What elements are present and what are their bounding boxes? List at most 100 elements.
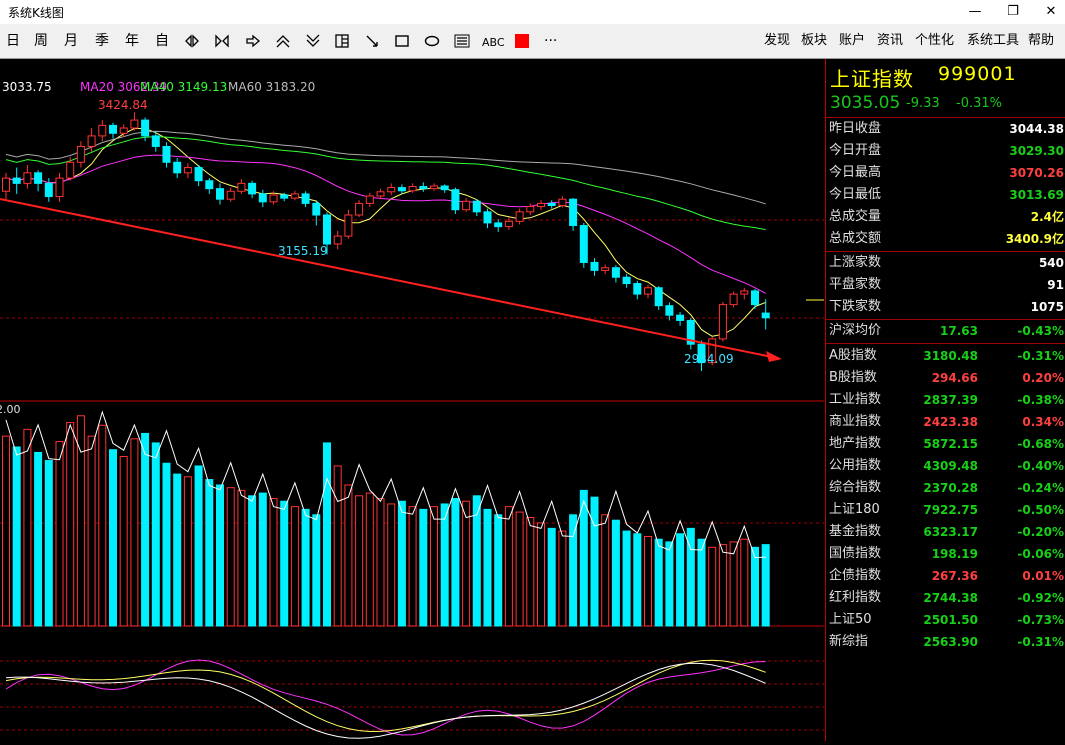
candle bbox=[558, 196, 567, 208]
candle bbox=[333, 230, 342, 250]
volume-bar bbox=[237, 489, 246, 627]
volume-bar bbox=[611, 519, 620, 627]
volume-bar bbox=[462, 500, 471, 627]
close-button[interactable]: ✕ bbox=[1045, 4, 1057, 19]
index-row[interactable]: 地产指数 5872.15 -0.68% bbox=[826, 433, 1065, 455]
candle bbox=[611, 265, 620, 283]
volume-bar bbox=[472, 495, 481, 627]
candle-body bbox=[419, 186, 428, 190]
volume-bar bbox=[269, 498, 278, 627]
menu-system-tools[interactable]: 系统工具 bbox=[967, 33, 1020, 48]
volume-bar bbox=[205, 479, 214, 627]
kline-chart[interactable]: 3033.75 MA20 3062.39 MA40 3149.13 MA60 3… bbox=[0, 59, 824, 741]
candle-body bbox=[590, 261, 599, 271]
index-row[interactable]: B股指数 294.66 0.20% bbox=[826, 367, 1065, 389]
trend-line bbox=[0, 198, 773, 358]
period-month-button[interactable]: 月 bbox=[64, 33, 78, 49]
candle-body bbox=[697, 343, 706, 364]
menu-help[interactable]: 帮助 bbox=[1028, 33, 1055, 48]
index-row[interactable]: 新综指 2563.90 -0.31% bbox=[826, 631, 1065, 653]
index-pct: 0.01% bbox=[1022, 569, 1064, 583]
candle bbox=[194, 164, 203, 186]
index-label: 新综指 bbox=[829, 634, 869, 649]
index-row[interactable]: 工业指数 2837.39 -0.38% bbox=[826, 389, 1065, 411]
index-value: 2423.38 bbox=[923, 415, 978, 429]
candle bbox=[2, 172, 10, 200]
volume-bar bbox=[44, 460, 53, 627]
candle bbox=[109, 122, 117, 139]
trend-arrowhead bbox=[766, 351, 782, 362]
candle bbox=[537, 200, 545, 210]
menu-account[interactable]: 账户 bbox=[839, 33, 866, 48]
index-value: 2837.39 bbox=[923, 393, 978, 407]
minimize-button[interactable]: — bbox=[968, 4, 982, 19]
index-row[interactable]: 上证50 2501.50 -0.73% bbox=[826, 609, 1065, 631]
more-button[interactable]: ··· bbox=[544, 33, 558, 49]
candle bbox=[205, 178, 214, 194]
volume-scale-label: 2.00 bbox=[0, 403, 21, 416]
index-row[interactable]: 综合指数 2370.28 -0.24% bbox=[826, 477, 1065, 499]
menu-news[interactable]: 资讯 bbox=[877, 33, 904, 48]
line-draw-icon[interactable] bbox=[364, 33, 380, 49]
volume-bar bbox=[654, 538, 663, 627]
candle bbox=[430, 183, 438, 191]
volume-bar bbox=[76, 415, 85, 627]
index-row[interactable]: A股指数 3180.48 -0.31% bbox=[826, 345, 1065, 367]
volume-bar bbox=[397, 500, 406, 627]
color-picker-icon[interactable] bbox=[514, 33, 530, 49]
ma40-legend: MA40 3149.13 bbox=[140, 80, 227, 94]
volume-bar bbox=[34, 451, 43, 627]
menu-discover[interactable]: 发现 bbox=[764, 33, 791, 48]
menu-sectors[interactable]: 板块 bbox=[801, 33, 828, 48]
step-right-icon[interactable] bbox=[214, 33, 230, 49]
volume-bar bbox=[483, 508, 492, 627]
index-label: 红利指数 bbox=[829, 590, 882, 605]
volume-bar bbox=[87, 435, 96, 627]
index-row[interactable]: 基金指数 6323.17 -0.20% bbox=[826, 521, 1065, 543]
layout-icon[interactable] bbox=[334, 33, 350, 49]
candle bbox=[12, 167, 21, 194]
high-price-label: 3424.84 bbox=[98, 98, 148, 112]
zoom-in-icon[interactable] bbox=[275, 33, 291, 49]
candle bbox=[644, 284, 652, 299]
period-year-button[interactable]: 年 bbox=[125, 33, 139, 49]
index-row[interactable]: 国债指数 198.19 -0.06% bbox=[826, 543, 1065, 565]
menu-personalize[interactable]: 个性化 bbox=[915, 33, 955, 48]
index-value: 2563.90 bbox=[923, 635, 978, 649]
window-title: 系统K线图 bbox=[8, 6, 64, 20]
period-quarter-button[interactable]: 季 bbox=[95, 33, 109, 49]
candle-body bbox=[365, 195, 374, 204]
breadth-row: 下跌家数 1075 bbox=[826, 296, 1065, 318]
abc-button[interactable]: ABC bbox=[482, 36, 505, 49]
candle bbox=[258, 189, 267, 208]
breadth-value: 91 bbox=[1047, 278, 1064, 292]
text-tool-icon[interactable] bbox=[454, 33, 470, 49]
index-row[interactable]: 公用指数 4309.48 -0.40% bbox=[826, 455, 1065, 477]
index-row[interactable]: 企债指数 267.36 0.01% bbox=[826, 565, 1065, 587]
period-week-button[interactable]: 周 bbox=[34, 33, 48, 49]
index-value: 3180.48 bbox=[923, 349, 978, 363]
index-row[interactable]: 红利指数 2744.38 -0.92% bbox=[826, 587, 1065, 609]
period-day-button[interactable]: 日 bbox=[6, 33, 20, 49]
candle-body bbox=[494, 222, 503, 228]
arrow-right-icon[interactable] bbox=[245, 33, 261, 49]
chart-grid bbox=[0, 219, 824, 731]
divider bbox=[826, 319, 1065, 320]
candle-body bbox=[323, 214, 331, 245]
candle-body bbox=[151, 135, 160, 147]
restore-button[interactable]: ❐ bbox=[1007, 4, 1019, 19]
index-row[interactable]: 上证180 7922.75 -0.50% bbox=[826, 499, 1065, 521]
ellipse-icon[interactable] bbox=[424, 33, 440, 49]
rectangle-icon[interactable] bbox=[394, 33, 410, 49]
candle-body bbox=[729, 293, 738, 306]
period-custom-button[interactable]: 自 bbox=[155, 33, 169, 49]
step-left-icon[interactable] bbox=[184, 33, 200, 49]
index-value: 5872.15 bbox=[923, 437, 978, 451]
zoom-out-icon[interactable] bbox=[305, 33, 321, 49]
index-row[interactable]: 商业指数 2423.38 0.34% bbox=[826, 411, 1065, 433]
kline-chart-area[interactable]: 3033.75 MA20 3062.39 MA40 3149.13 MA60 3… bbox=[0, 59, 824, 741]
candle bbox=[216, 183, 224, 205]
candle-body bbox=[194, 167, 203, 182]
candle bbox=[23, 164, 32, 189]
index-pct: -0.31% bbox=[1017, 635, 1064, 649]
